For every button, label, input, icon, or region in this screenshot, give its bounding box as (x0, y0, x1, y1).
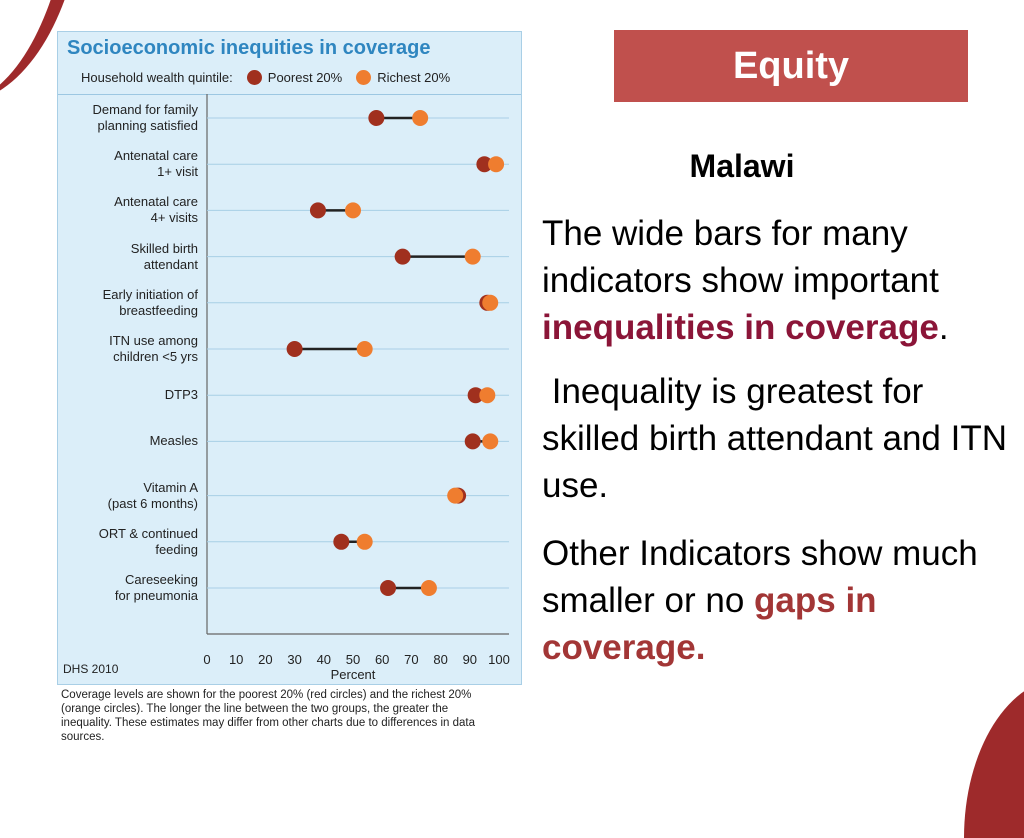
poorest-marker (309, 202, 326, 219)
x-tick-label: 70 (404, 652, 418, 667)
poorest-marker (368, 110, 385, 126)
decorative-corner-swoosh (964, 678, 1024, 838)
category-label: Antenatal care 1+ visit (114, 148, 198, 180)
chart-panel: Socioeconomic inequities in coverage Hou… (57, 31, 522, 685)
highlight-gaps: gaps in coverage. (542, 581, 877, 667)
category-label: ORT & continued feeding (98, 525, 198, 557)
richest-marker (482, 433, 499, 450)
paragraph-text: Other Indicators show much smaller or no (542, 534, 978, 620)
category-label: Careseeking for pneumonia (114, 572, 198, 603)
richest-marker (356, 341, 373, 357)
poorest-marker (476, 156, 493, 173)
richest-marker (420, 580, 437, 596)
x-tick-label: 30 (287, 652, 301, 667)
category-label: ITN use among children <5 yrs (109, 333, 198, 364)
country-title: Malawi (689, 148, 795, 184)
poorest-marker (394, 248, 411, 265)
x-tick-label: 100 (488, 652, 510, 667)
category-label: Measles (149, 433, 198, 449)
poorest-marker (464, 433, 481, 450)
poorest-marker (467, 387, 484, 404)
slide-heading-banner: Equity (614, 30, 968, 102)
paragraph-gaps: Other Indicators show much smaller or no… (542, 530, 1012, 671)
richest-marker (356, 533, 373, 550)
x-tick-label: 80 (433, 652, 447, 667)
richest-marker (464, 248, 481, 265)
poorest-marker (286, 341, 303, 357)
chart-title: Socioeconomic inequities in coverage (67, 37, 431, 59)
paragraph-text: The wide bars for many indicators show i… (542, 214, 939, 300)
chart-source: DHS 2010 (63, 662, 119, 676)
chart-footnote: Coverage levels are shown for the poores… (61, 689, 476, 743)
legend-poorest-label: Poorest 20% (267, 70, 343, 85)
richest-marker (447, 487, 464, 504)
chart-legend: Household wealth quintile: Poorest 20% R… (81, 70, 450, 85)
legend-poorest-marker (246, 70, 262, 85)
highlight-inequalities: inequalities in coverage (542, 308, 939, 347)
richest-marker (345, 202, 361, 219)
chart-header: Socioeconomic inequities in coverage Hou… (58, 32, 521, 95)
legend-title: Household wealth quintile: (81, 70, 233, 85)
paragraph-text: . (938, 308, 949, 347)
x-tick-label: 60 (375, 652, 389, 667)
category-label: Antenatal care 4+ visits (114, 194, 198, 226)
richest-marker (412, 110, 429, 126)
category-label: Early initiation of breastfeeding (102, 286, 198, 318)
legend-richest-label: Richest 20% (377, 70, 451, 85)
x-tick-label: 90 (463, 652, 477, 667)
richest-marker (479, 387, 496, 404)
x-tick-label: 0 (203, 652, 210, 667)
paragraph-greatest-inequality: Inequality is greatest for skilled birth… (542, 372, 1017, 505)
paragraph-inequalities: The wide bars for many indicators show i… (542, 210, 1012, 351)
richest-marker (482, 294, 499, 311)
x-tick-label: 10 (229, 652, 243, 667)
category-label: Skilled birth attendant (130, 240, 198, 272)
legend-richest-marker (356, 70, 372, 85)
x-axis-title: Percent (331, 667, 376, 682)
dumbbell-chart: 0 10 20 30 40 50 60 70 80 90 100 Percent (203, 94, 510, 682)
x-tick-label: 40 (317, 652, 331, 667)
x-tick-label: 20 (258, 652, 272, 667)
category-label: Demand for family planning satisfied (92, 102, 198, 133)
richest-marker (488, 156, 505, 173)
x-tick-label: 50 (346, 652, 360, 667)
poorest-marker (333, 533, 350, 550)
category-label: Vitamin A (past 6 months) (107, 479, 198, 511)
poorest-marker (380, 580, 397, 596)
category-label: DTP3 (164, 387, 198, 403)
